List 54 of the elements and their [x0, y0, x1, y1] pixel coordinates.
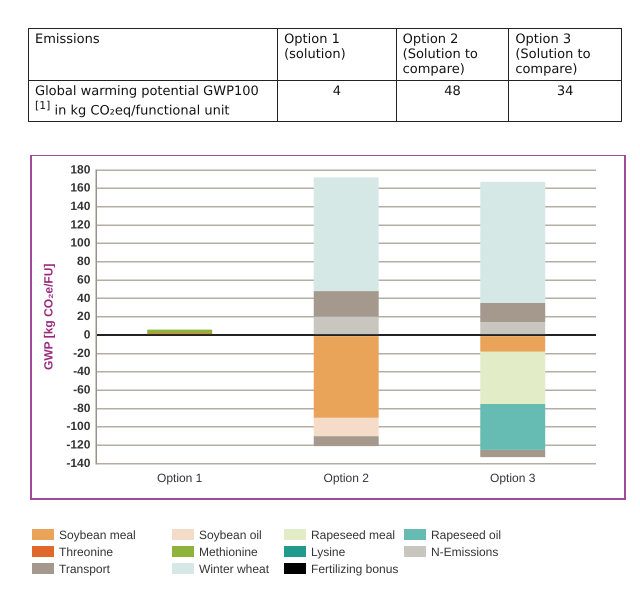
bar — [314, 316, 379, 334]
bar — [314, 436, 379, 446]
text: Emissions — [28, 28, 278, 80]
y-tick-label: -60 — [73, 382, 91, 397]
legend-label: N-Emissions — [430, 545, 500, 559]
bar — [480, 322, 546, 334]
bar — [480, 450, 546, 458]
y-tick-label: 80 — [77, 254, 91, 268]
legend-label: Rapeseed meal — [310, 528, 396, 542]
bar — [314, 177, 379, 292]
legend-label: Lysine — [310, 545, 346, 559]
bar — [314, 291, 379, 317]
text: 4 — [278, 80, 396, 122]
text: 48 — [396, 80, 509, 122]
y-tick-label: 40 — [77, 290, 91, 305]
bar — [314, 418, 379, 436]
y-tick-label: -80 — [73, 400, 91, 415]
y-tick-label: 120 — [70, 217, 91, 232]
y-tick-label: 100 — [70, 236, 91, 250]
text: Option 2 (Solution to compare) — [396, 28, 509, 80]
y-tick-label: -140 — [66, 456, 91, 470]
x-tick-label: Option 2 — [324, 471, 370, 486]
legend-label: Methionine — [198, 545, 259, 559]
text: Option 1 (solution) — [278, 28, 396, 80]
x-tick-label: Option 3 — [490, 471, 536, 486]
bar — [480, 336, 546, 352]
text: Global warming potential GWP100 $^{[1]}$ in kg CO₂eq/functional unit — [28, 80, 278, 122]
y-tick-label: -20 — [73, 346, 91, 360]
bar — [480, 303, 546, 322]
legend-label: Rapeseed oil — [430, 528, 502, 542]
legend-label: Winter wheat — [198, 562, 270, 576]
y-tick-label: -100 — [66, 419, 91, 434]
x-tick-label: Option 1 — [156, 471, 203, 486]
legend-label: Soybean oil — [198, 528, 263, 542]
text: 34 — [508, 80, 622, 122]
y-tick-label: 180 — [70, 162, 91, 176]
y-tick-label: -40 — [73, 364, 91, 378]
y-tick-label: 60 — [77, 272, 91, 286]
legend-label: Transport — [58, 562, 111, 576]
y-tick-label: 0 — [84, 327, 91, 342]
legend-label: Threonine — [58, 545, 114, 559]
y-tick-label: 20 — [77, 309, 91, 324]
bar — [480, 182, 546, 304]
bar — [314, 336, 379, 418]
bar — [147, 330, 212, 334]
bar — [480, 352, 546, 404]
text: Option 3 (Solution to compare) — [508, 28, 622, 80]
y-axis-title: GWP [kg CO₂e/FU] — [42, 264, 56, 370]
y-tick-label: -120 — [66, 438, 91, 452]
y-tick-label: 140 — [70, 199, 91, 214]
legend-label: Fertilizing bonus — [310, 562, 400, 576]
y-tick-label: 160 — [70, 180, 91, 195]
legend-label: Soybean meal — [58, 528, 137, 542]
bar — [480, 404, 546, 450]
